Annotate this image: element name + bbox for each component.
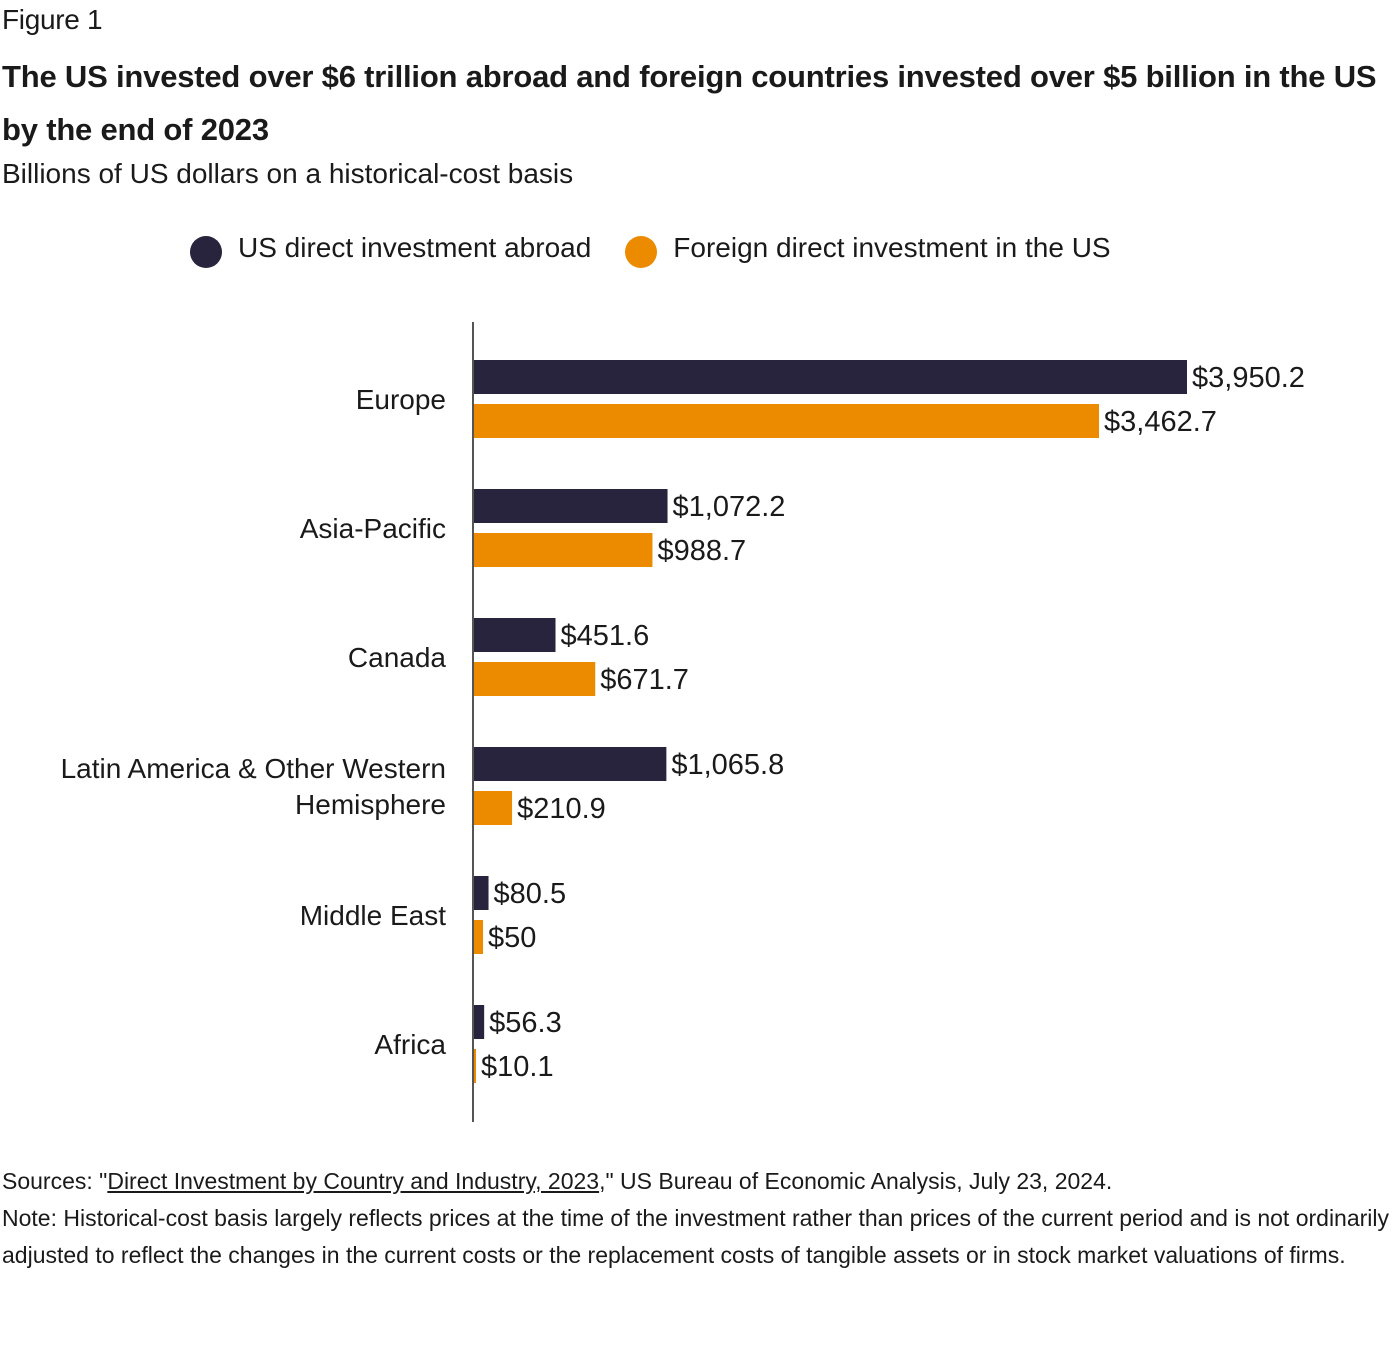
bar-foreign-in-us [474, 1049, 476, 1083]
category-label: Latin America & Other Western [61, 753, 446, 784]
bar-us-abroad [474, 360, 1187, 394]
bar-foreign-in-us [474, 404, 1100, 438]
legend-swatch-us-abroad [190, 236, 222, 268]
chart-title: The US invested over $6 trillion abroad … [2, 59, 1377, 147]
bar-us-abroad [474, 618, 556, 652]
data-label: $1,065.8 [671, 749, 784, 781]
figure-label: Figure 1 [2, 4, 103, 35]
bar-foreign-in-us [474, 791, 513, 825]
bar-foreign-in-us [474, 662, 596, 696]
legend-item-foreign-in-us: Foreign direct investment in the US [625, 228, 1111, 268]
source-note: Sources: "Direct Investment by Country a… [2, 1163, 1398, 1274]
note-text: Note: Historical-cost basis largely refl… [2, 1205, 1390, 1268]
bar-us-abroad [474, 876, 489, 910]
data-label: $56.3 [489, 1007, 562, 1039]
category-label: Asia-Pacific [300, 513, 446, 544]
category-label: Middle East [300, 900, 447, 931]
chart-subtitle: Billions of US dollars on a historical-c… [2, 158, 574, 189]
bar-us-abroad [474, 1005, 485, 1039]
legend-item-us-abroad: US direct investment abroad [190, 228, 591, 268]
sources-suffix: ," US Bureau of Economic Analysis, July … [599, 1168, 1113, 1194]
category-label: Africa [374, 1029, 446, 1060]
data-label: $671.7 [600, 664, 689, 696]
sources-line: Sources: "Direct Investment by Country a… [2, 1163, 1398, 1200]
category-label: Hemisphere [295, 789, 446, 820]
data-label: $451.6 [561, 620, 650, 652]
legend-swatch-foreign-in-us [625, 236, 658, 268]
data-label: $988.7 [657, 535, 746, 567]
bar-foreign-in-us [474, 920, 484, 954]
bar-us-abroad [474, 489, 668, 523]
bar-foreign-in-us [474, 533, 653, 567]
category-label: Canada [348, 642, 447, 673]
sources-prefix: Sources: " [2, 1168, 108, 1194]
legend-label-us-abroad: US direct investment abroad [238, 232, 592, 263]
data-label: $3,462.7 [1104, 406, 1217, 438]
data-label: $10.1 [481, 1051, 554, 1083]
bar-us-abroad [474, 747, 667, 781]
category-label: Europe [356, 384, 446, 415]
data-label: $50 [488, 922, 536, 954]
data-label: $1,072.2 [673, 491, 786, 523]
legend: US direct investment abroad Foreign dire… [190, 228, 1145, 268]
bar-chart: $3,950.2 $3,462.7 Europe $1,072.2 $988.7 Asia… [61, 322, 1305, 1122]
data-label: $210.9 [517, 793, 606, 825]
data-label: $3,950.2 [1192, 362, 1305, 394]
data-label: $80.5 [494, 878, 567, 910]
legend-label-foreign-in-us: Foreign direct investment in the US [673, 232, 1111, 263]
sources-link[interactable]: Direct Investment by Country and Industr… [107, 1168, 600, 1194]
